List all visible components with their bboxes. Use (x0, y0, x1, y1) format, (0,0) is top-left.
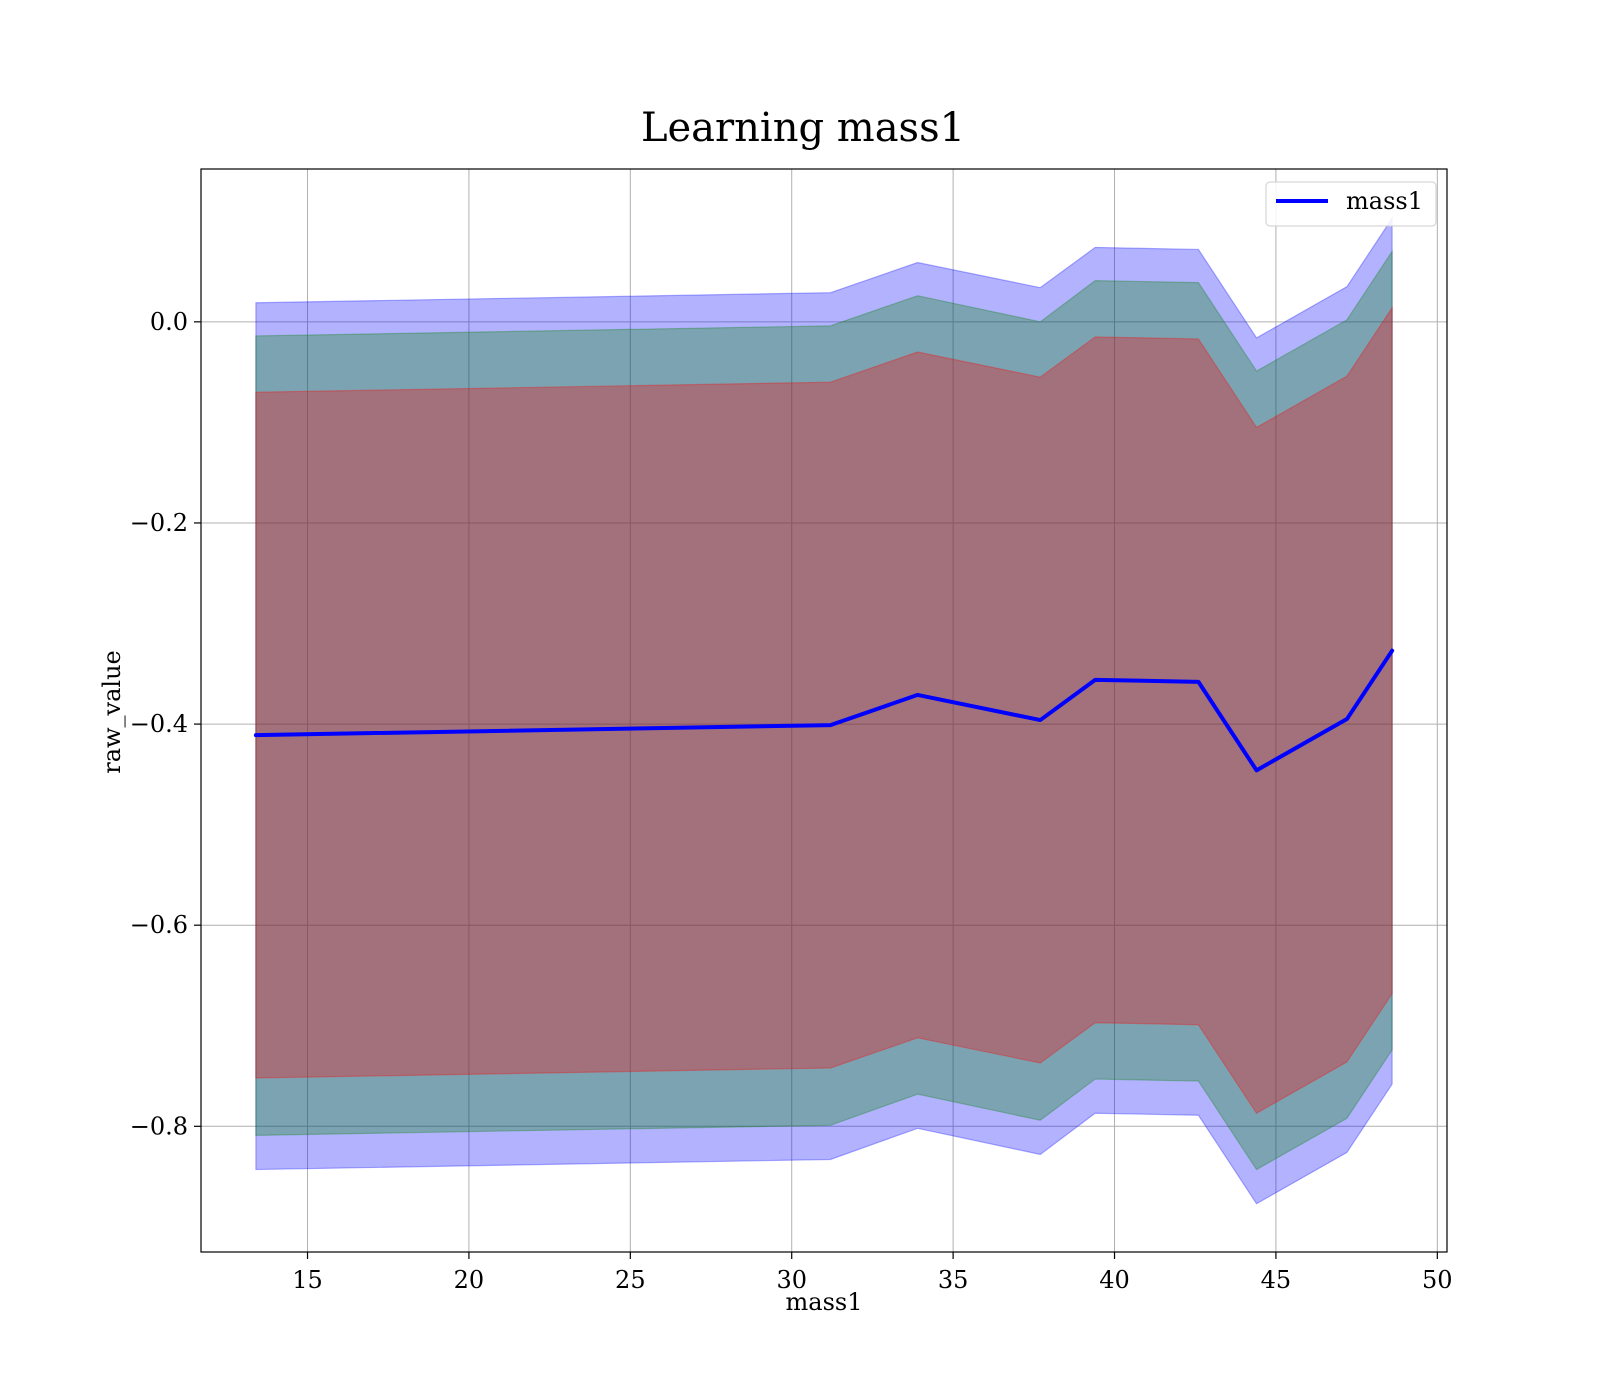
x-tick-label: 40 (1099, 1266, 1130, 1294)
x-tick-label: 15 (292, 1266, 323, 1294)
legend-label-mass1: mass1 (1346, 187, 1423, 215)
y-axis-ticks: 0.0 −0.2 −0.4 −0.6 −0.8 (130, 308, 201, 1140)
x-axis-ticks: 15 20 25 30 35 40 45 50 (292, 1252, 1453, 1294)
x-tick-label: 35 (938, 1266, 969, 1294)
gridlines (201, 169, 1447, 1252)
x-tick-label: 30 (776, 1266, 807, 1294)
x-tick-label: 45 (1261, 1266, 1292, 1294)
y-tick-label: −0.4 (130, 710, 188, 738)
confidence-band-2 (255, 249, 1393, 1171)
confidence-band-3 (255, 305, 1393, 1115)
legend-box (1265, 181, 1437, 227)
confidence-band-1 (255, 216, 1393, 1205)
x-tick-label: 20 (454, 1266, 485, 1294)
x-tick-label: 50 (1422, 1266, 1453, 1294)
axes-frame (200, 168, 1448, 1253)
y-tick-label: −0.8 (130, 1112, 188, 1140)
plot-area (200, 168, 1448, 1253)
confidence-bands (255, 216, 1393, 1205)
y-tick-label: −0.2 (130, 509, 188, 537)
chart-title: Learning mass1 (641, 105, 965, 151)
series-lines (253, 648, 1395, 773)
x-axis-label: mass1 (786, 1288, 863, 1316)
series-line-mass1 (253, 648, 1395, 773)
y-tick-label: −0.6 (130, 911, 188, 939)
x-tick-label: 25 (615, 1266, 646, 1294)
y-axis-label: raw_value (98, 650, 126, 774)
y-tick-label: 0.0 (150, 308, 188, 336)
legend: mass1 (1265, 181, 1437, 227)
